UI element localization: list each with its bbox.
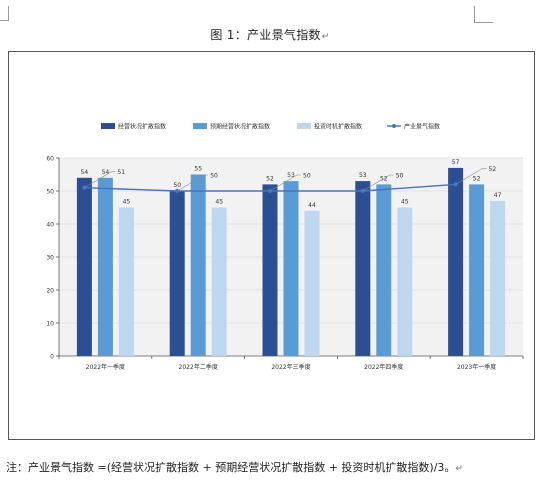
bar-data-label: 50 xyxy=(173,182,181,189)
bar xyxy=(397,207,413,356)
bar-data-label: 57 xyxy=(452,159,460,166)
line-leader xyxy=(362,174,394,192)
legend-swatch xyxy=(297,123,311,129)
page-corner-mark-right xyxy=(474,6,493,23)
line-leader xyxy=(455,168,487,185)
bar-data-label: 47 xyxy=(494,192,502,199)
bar xyxy=(211,207,227,356)
bar xyxy=(190,174,206,356)
page-corner-mark-left xyxy=(0,6,9,21)
bar-data-label: 53 xyxy=(359,172,367,179)
footnote: 注：产业景气指数 =(经营状况扩散指数 + 预期经营状况扩散指数 + 投资时机扩… xyxy=(6,459,463,475)
bar-data-label: 45 xyxy=(215,199,223,206)
footnote-paragraph-mark: ↵ xyxy=(455,464,463,474)
bar xyxy=(448,167,464,356)
line-marker xyxy=(453,182,458,187)
y-tick-label: 0 xyxy=(50,354,54,361)
legend-label: 产业景气指数 xyxy=(404,123,440,131)
bar-data-label: 54 xyxy=(81,169,89,176)
bar xyxy=(169,191,185,356)
figure-title: 图 1：产业景气指数↵ xyxy=(0,26,540,43)
y-tick-label: 40 xyxy=(46,222,54,229)
bar xyxy=(376,184,392,356)
paragraph-mark: ↵ xyxy=(321,32,330,42)
line-data-label: 50 xyxy=(210,173,218,180)
line-leader xyxy=(177,174,209,192)
line-data-label: 50 xyxy=(303,173,311,180)
chart-frame: 0 10 20 30 40 50 60 2022年一季度 2022年二季度 2022年三季度 202… xyxy=(8,51,535,440)
y-tick-label: 20 xyxy=(46,288,54,295)
y-tick-label: 50 xyxy=(46,189,54,196)
line-data-label: 52 xyxy=(489,166,497,173)
bar xyxy=(283,181,299,356)
bar xyxy=(355,181,371,356)
bar-data-label: 55 xyxy=(194,166,202,173)
bar-data-label: 52 xyxy=(473,175,481,182)
bar xyxy=(97,177,113,356)
bar-data-label: 44 xyxy=(308,202,316,209)
chart-svg: 0 10 20 30 40 50 60 2022年一季度 2022年二季度 2022年三季度 202… xyxy=(46,123,524,371)
x-tick-label: 2022年三季度 xyxy=(271,363,310,371)
y-tick-label: 60 xyxy=(46,156,54,163)
line-data-label: 51 xyxy=(117,169,125,176)
legend-label: 经营状况扩散指数 xyxy=(118,123,166,131)
bar xyxy=(118,207,134,356)
x-tick-label: 2022年二季度 xyxy=(179,363,218,371)
bar-data-label: 54 xyxy=(102,169,110,176)
bar-data-label: 53 xyxy=(287,172,295,179)
bar xyxy=(490,200,506,356)
footnote-text: 注：产业景气指数 =(经营状况扩散指数 + 预期经营状况扩散指数 + 投资时机扩… xyxy=(6,461,456,474)
bar xyxy=(262,184,278,356)
legend-swatch xyxy=(193,123,207,129)
x-tick-label: 2022年一季度 xyxy=(86,363,125,371)
bar-data-label: 52 xyxy=(380,175,388,182)
legend-label: 预期经营状况扩散指数 xyxy=(210,123,270,131)
legend-label: 投资时机扩散指数 xyxy=(314,123,362,131)
line-data-label: 50 xyxy=(396,173,404,180)
bar xyxy=(76,177,92,356)
figure-title-text: 图 1：产业景气指数 xyxy=(210,28,321,42)
y-tick-label: 30 xyxy=(46,255,54,262)
legend-line-marker xyxy=(392,124,396,128)
line-leader xyxy=(84,171,116,188)
bar-data-label: 52 xyxy=(266,175,274,182)
bar-data-label: 45 xyxy=(401,199,409,206)
x-tick-label: 2023年一季度 xyxy=(457,363,496,371)
line-leader xyxy=(269,174,301,192)
y-tick-label: 10 xyxy=(46,321,54,328)
bar-data-label: 45 xyxy=(123,199,131,206)
bar xyxy=(304,210,320,356)
x-tick-label: 2022年四季度 xyxy=(364,363,403,371)
bar xyxy=(469,184,485,356)
legend-swatch xyxy=(101,123,115,129)
